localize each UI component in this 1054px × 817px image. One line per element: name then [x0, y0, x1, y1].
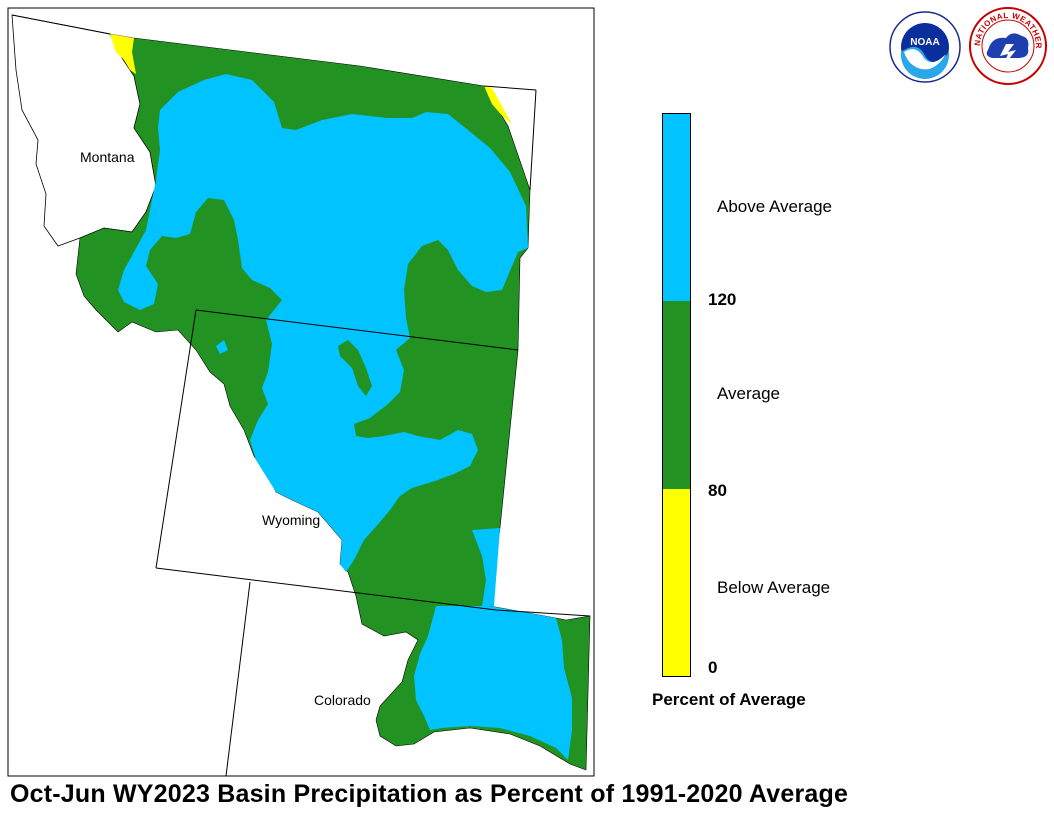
basin-north-border — [11, 14, 111, 35]
map-title: Oct-Jun WY2023 Basin Precipitation as Pe… — [10, 780, 849, 808]
basin-above-average-dot — [216, 340, 228, 354]
nws-logo: NATIONAL WEATHER SERVICE — [968, 6, 1047, 85]
legend-title: Percent of Average — [652, 690, 806, 709]
basin-below-average-ne — [484, 86, 512, 124]
basin-below-average-nw — [110, 34, 136, 74]
legend-label-below-average: Below Average — [717, 578, 831, 597]
legend-label-above-average: Above Average — [717, 197, 832, 216]
wyoming-south-border — [155, 567, 591, 617]
basin-east-border — [483, 85, 537, 91]
legend-swatch-below-average — [662, 489, 691, 677]
colorado-west-border — [225, 581, 251, 777]
legend-swatch-average — [662, 301, 691, 489]
legend-label-average: Average — [717, 384, 781, 403]
state-label-wyoming: Wyoming — [262, 512, 320, 528]
wyoming-west-border — [155, 309, 197, 569]
basin-above-average-se-strip — [472, 528, 500, 606]
basin-average-island — [338, 340, 372, 396]
legend-swatch-above-average — [662, 113, 691, 301]
montana-wyoming-border — [195, 309, 519, 351]
montana-east-border — [529, 89, 537, 191]
legend-tick-80: 80 — [708, 481, 727, 500]
noaa-logo-text: NOAA — [910, 37, 939, 48]
legend-tick-120: 120 — [708, 290, 737, 309]
basin-above-average-main — [118, 74, 528, 572]
state-label-colorado: Colorado — [314, 692, 371, 708]
legend-tick-0: 0 — [708, 658, 718, 677]
basin-above-average-colorado — [414, 606, 572, 760]
noaa-logo: NOAA — [889, 11, 961, 83]
state-label-montana: Montana — [80, 149, 135, 165]
